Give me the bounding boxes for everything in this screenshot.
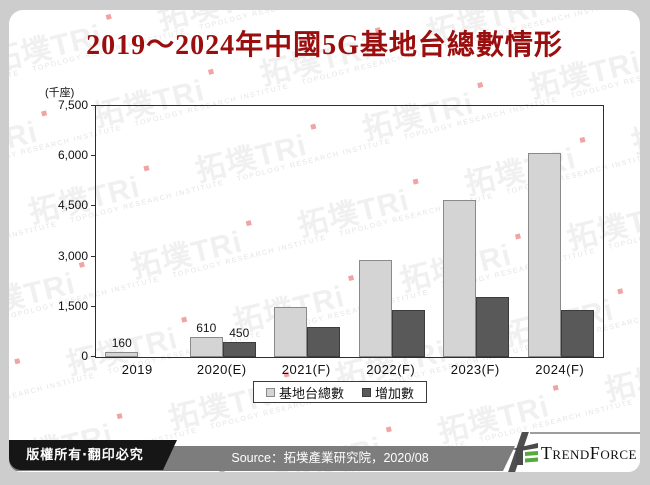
y-tick-mark — [91, 155, 96, 157]
y-tick-mark — [91, 305, 96, 307]
x-tick-label: 2019 — [121, 362, 153, 377]
x-tick-label: 2022(F) — [366, 362, 416, 377]
copyright-text: 版權所有‧翻印必究 — [26, 447, 144, 462]
bar-2024(F)-增加數 — [560, 310, 594, 357]
bar-data-label: 160 — [111, 336, 132, 350]
legend-swatch — [266, 387, 275, 397]
bar-2021(F)-基地台總數 — [274, 307, 308, 357]
bar-data-label: 450 — [229, 326, 250, 340]
x-tick-label: 2021(F) — [281, 362, 331, 377]
watermark-text: 拓墣TRi — [628, 100, 640, 160]
watermark-caption: TOPOLOGY RESEARCH INSTITUTE — [9, 372, 96, 417]
watermark-caption: TOPOLOGY RESEARCH INSTITUTE — [9, 10, 85, 18]
trendforce-logo-icon — [511, 443, 538, 465]
legend-label: 基地台總數 — [279, 385, 345, 401]
legend-item: 基地台總數 — [266, 383, 344, 402]
y-tick-label: 1,500 — [57, 298, 88, 313]
y-tick-label: 4,500 — [57, 198, 88, 213]
bar-2022(F)-增加數 — [391, 310, 425, 357]
x-tick-label: 2024(F) — [535, 362, 585, 377]
x-tick-label: 2020(E) — [196, 362, 247, 377]
bar-2020(E)-基地台總數 — [189, 337, 223, 357]
bar-2023(F)-增加數 — [476, 297, 510, 357]
footer-copyright-shape — [9, 440, 161, 470]
source-text: Source：拓墣產業研究院，2020/08 — [231, 451, 429, 465]
y-tick-mark — [91, 356, 96, 357]
watermark-red-dot — [78, 261, 85, 268]
legend-label: 增加數 — [375, 385, 415, 401]
bar-2021(F)-增加數 — [307, 327, 341, 357]
y-tick-label: 7,500 — [57, 98, 88, 112]
bar-2022(F)-基地台總數 — [358, 260, 392, 357]
bar-2019-基地台總數 — [105, 352, 139, 357]
watermark-caption: TOPOLOGY RESEARCH INSTITUTE — [608, 206, 640, 252]
bar-2024(F)-基地台總數 — [527, 153, 561, 357]
legend-item: 增加數 — [362, 383, 414, 402]
x-tick-label: 2023(F) — [450, 362, 500, 377]
watermark-red-dot — [552, 384, 559, 391]
watermark-red-dot — [207, 68, 215, 75]
watermark-text: 拓墣TRi — [601, 348, 640, 408]
watermark-red-dot — [477, 82, 484, 89]
legend-swatch — [362, 387, 372, 397]
watermark-text: 拓墣TRi — [589, 10, 640, 11]
trendforce-logo: TrendForce — [511, 441, 637, 465]
y-tick-mark — [91, 105, 96, 106]
y-tick-mark — [91, 205, 96, 207]
watermark-red-dot — [105, 13, 112, 20]
y-tick-mark — [91, 255, 96, 257]
y-tick-label: 6,000 — [57, 148, 88, 163]
watermark-red-dot — [116, 413, 123, 420]
y-axis-unit-label: (千座) — [45, 87, 75, 99]
bar-data-label: 610 — [196, 321, 217, 335]
y-tick-label: 0 — [81, 349, 88, 363]
chart-title: 2019～2024年中國5G基地台總數情形 — [86, 30, 563, 61]
bar-2020(E)-增加數 — [222, 342, 256, 357]
plot-area: 160 610 450 — [95, 105, 604, 358]
footer-logo-panel-topline — [530, 432, 640, 434]
y-tick-label: 3,000 — [57, 248, 88, 263]
footer: Source：拓墣產業研究院，2020/08 版權所有‧翻印必究 TrendFo… — [9, 428, 640, 472]
watermark-caption: TOPOLOGY RESEARCH INSTITUTE — [570, 55, 640, 100]
trendforce-logo-text: TrendForce — [540, 442, 637, 463]
legend: 基地台總數 增加數 — [253, 381, 428, 403]
watermark-red-dot — [617, 288, 624, 295]
bar-2023(F)-基地台總數 — [443, 200, 477, 357]
